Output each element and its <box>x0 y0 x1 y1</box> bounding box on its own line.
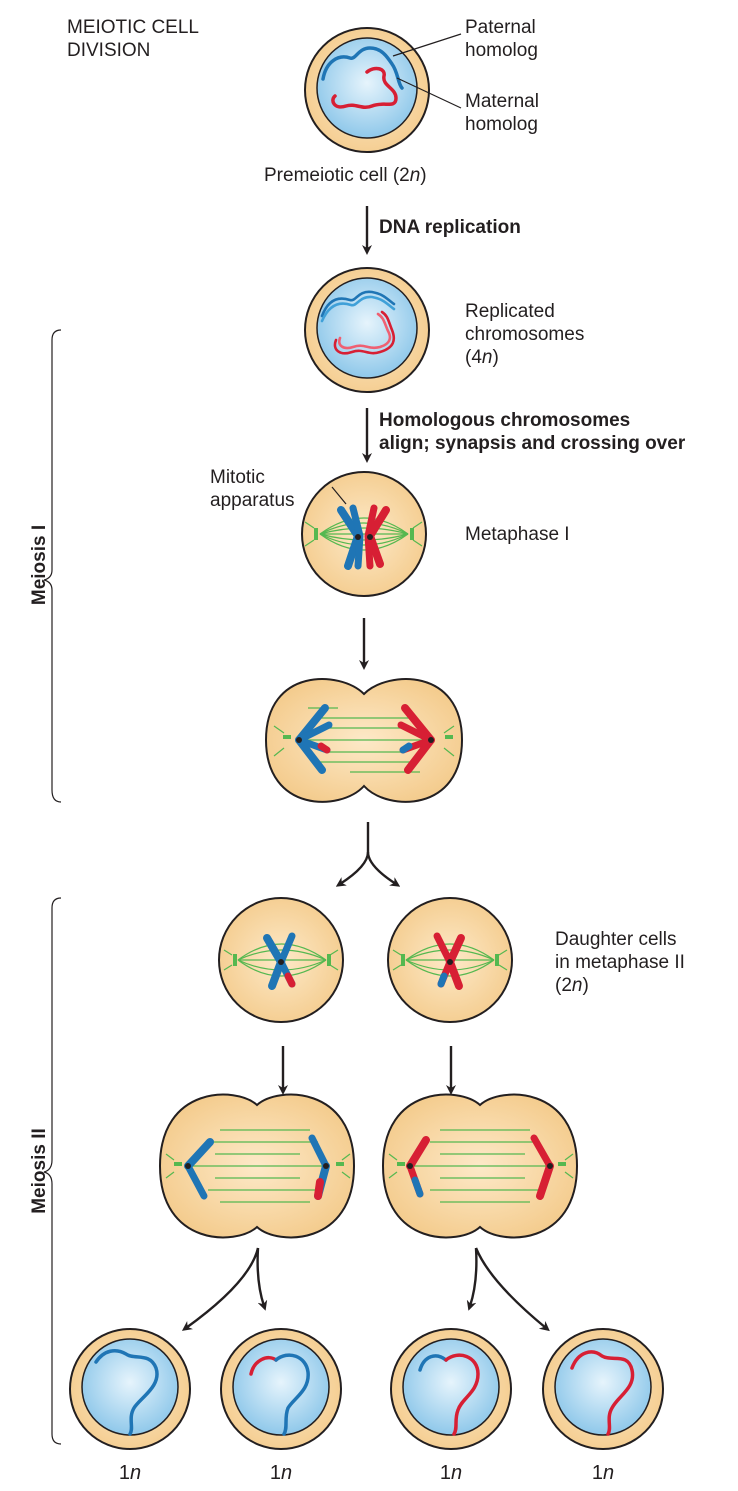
paternal-chromosome <box>321 46 404 90</box>
ploidy-4-number: 1 <box>591 1462 603 1484</box>
dna-replication-label: DNA replication <box>379 217 521 238</box>
metaphase-i-label: Metaphase I <box>465 524 570 545</box>
ploidy-3-number: 1 <box>439 1462 451 1484</box>
ploidy-4-n: n <box>603 1462 615 1484</box>
metaphase-i-spindle <box>304 517 423 551</box>
mitotic-line1: Mitotic <box>210 467 265 488</box>
homologous-line2: align; synapsis and crossing over <box>379 433 686 454</box>
maternal-leader-line <box>396 77 462 109</box>
homologous-line1: Homologous chromosomes <box>379 410 631 431</box>
anaphase-i-maternal-chromosomes <box>397 704 435 774</box>
meiosis-i-bracket <box>43 329 62 803</box>
maternal-label-line1: Maternal <box>465 91 539 112</box>
daughter-prefix: (2 <box>555 975 572 996</box>
meiosis-ii-label: Meiosis II <box>29 1128 50 1214</box>
ploidy-2-n: n <box>281 1462 293 1484</box>
replicated-n: n <box>481 347 493 368</box>
ploidy-label-1: 1n <box>100 1462 160 1485</box>
replicated-prefix: (4 <box>465 347 482 368</box>
daughter-line1: Daughter cells <box>555 929 677 950</box>
daughter-line3: (2n) <box>555 974 685 997</box>
premeiotic-cell <box>304 27 430 153</box>
daughter-cells-label: Daughter cells in metaphase II (2n) <box>555 928 685 997</box>
replicated-suffix: ) <box>492 347 499 368</box>
gamete-4 <box>542 1328 664 1450</box>
maternal-homolog-label: Maternal homolog <box>465 90 539 136</box>
meiosis-ii-bracket <box>43 897 62 1445</box>
paternal-leader-line <box>392 33 462 57</box>
ploidy-label-3: 1n <box>421 1462 481 1485</box>
daughter-n: n <box>571 975 583 996</box>
maternal-label-line2: homolog <box>465 114 538 135</box>
ploidy-2-number: 1 <box>269 1462 281 1484</box>
gamete-1 <box>69 1328 191 1450</box>
arrow-split-left <box>181 1247 268 1331</box>
diagram-title: MEIOTIC CELL DIVISION <box>67 16 199 62</box>
daughter-suffix: ) <box>582 975 589 996</box>
replicated-line2: chromosomes <box>465 324 585 345</box>
homologous-align-label: Homologous chromosomes align; synapsis a… <box>379 409 685 455</box>
premeiotic-n: n <box>409 165 421 186</box>
arrow-split-right <box>466 1247 550 1332</box>
anaphase-ii-cell-left <box>158 1093 356 1239</box>
metaphase-i-cell <box>301 471 427 597</box>
maternal-chromosome <box>331 66 398 110</box>
paternal-label-line1: Paternal <box>465 17 536 38</box>
title-line1: MEIOTIC CELL <box>67 17 199 38</box>
paternal-label-line2: homolog <box>465 40 538 61</box>
meiosis-i-label: Meiosis I <box>29 524 50 606</box>
premeiotic-cell-label: Premeiotic cell (2n) <box>264 164 427 187</box>
daughter-cell-right <box>387 897 513 1023</box>
ploidy-1-number: 1 <box>118 1462 130 1484</box>
arrow-split-meiosis-i <box>335 822 401 887</box>
anaphase-i-cell <box>264 678 464 803</box>
replicated-cell <box>304 267 430 393</box>
anaphase-ii-cell-right <box>381 1093 579 1239</box>
ploidy-label-2: 1n <box>251 1462 311 1485</box>
anaphase-i-paternal-chromosomes <box>295 704 333 774</box>
mitotic-leader-line <box>331 486 347 505</box>
daughter-cell-left <box>218 897 344 1023</box>
premeiotic-suffix: ) <box>420 165 427 186</box>
gamete-3 <box>390 1328 512 1450</box>
daughter-line2: in metaphase II <box>555 952 685 973</box>
gamete-2 <box>220 1328 342 1450</box>
replicated-line1: Replicated <box>465 301 555 322</box>
replicated-line3: (4n) <box>465 346 584 369</box>
mitotic-apparatus-label: Mitotic apparatus <box>210 466 295 512</box>
premeiotic-prefix: Premeiotic cell (2 <box>264 165 410 186</box>
ploidy-label-4: 1n <box>573 1462 633 1485</box>
ploidy-1-n: n <box>130 1462 142 1484</box>
paternal-homolog-label: Paternal homolog <box>465 16 538 62</box>
title-line2: DIVISION <box>67 40 151 61</box>
ploidy-3-n: n <box>451 1462 463 1484</box>
mitotic-line2: apparatus <box>210 490 295 511</box>
replicated-chromosomes-label: Replicated chromosomes (4n) <box>465 300 584 369</box>
